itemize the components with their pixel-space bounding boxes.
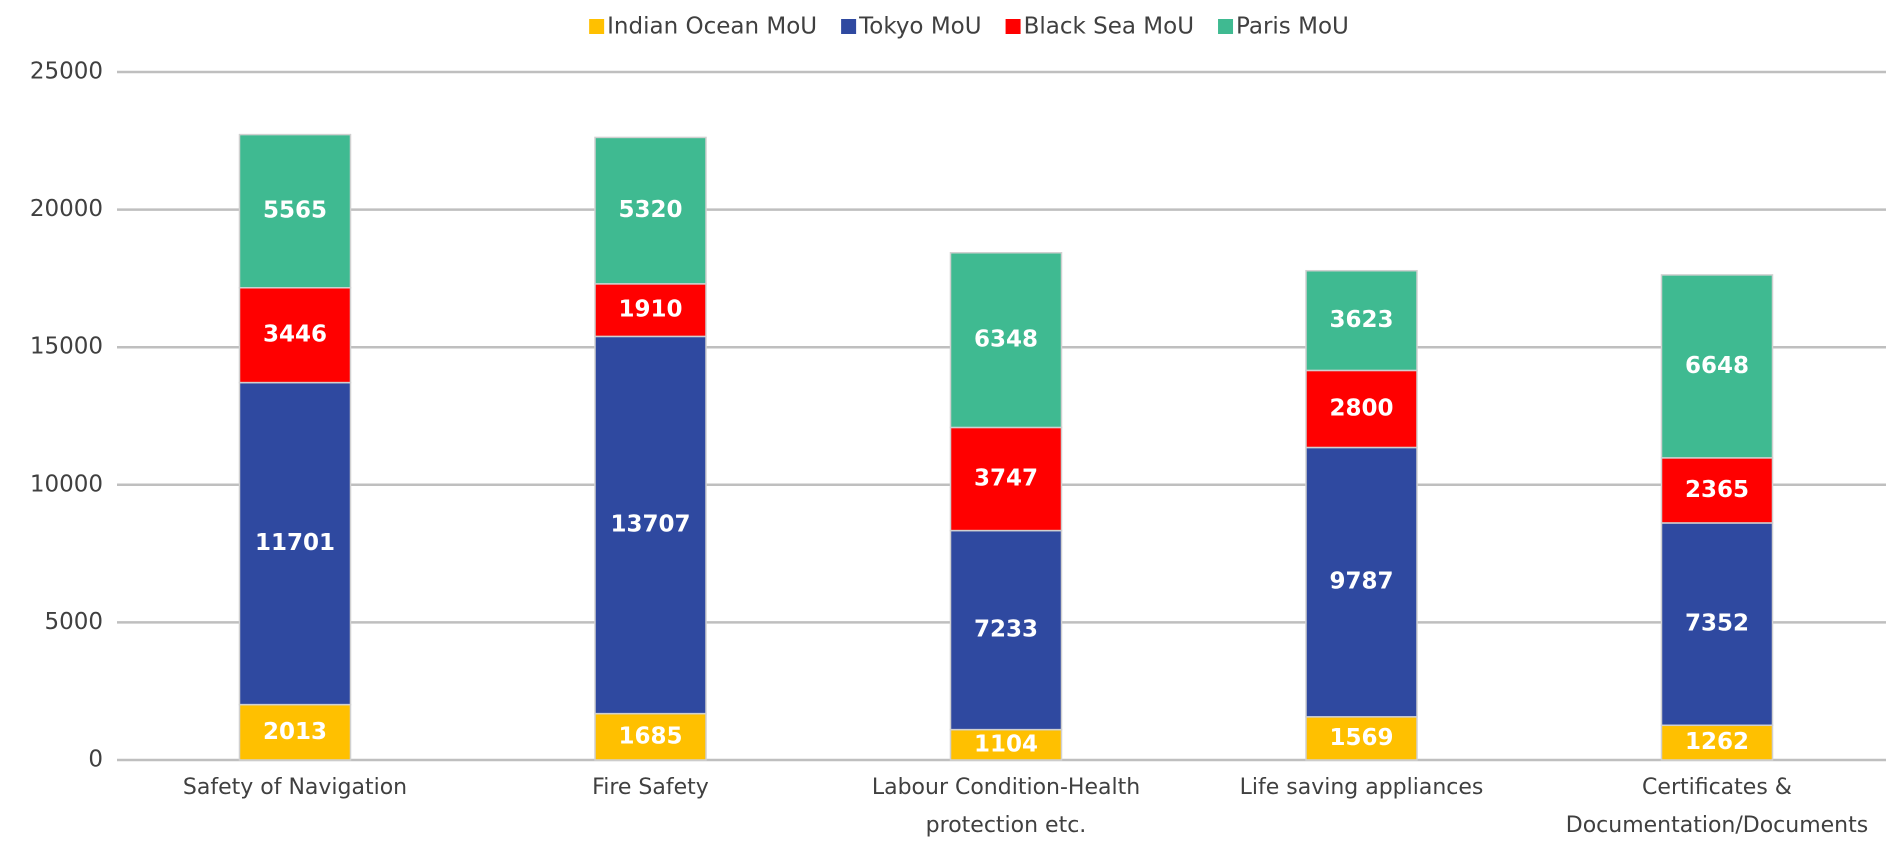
data-label: 2365	[1685, 477, 1749, 503]
y-tick-label: 0	[88, 747, 103, 773]
data-label: 1262	[1685, 729, 1749, 755]
data-label: 7233	[974, 617, 1038, 643]
data-label: 3747	[974, 466, 1038, 492]
data-label: 7352	[1685, 611, 1749, 637]
bar-segment	[238, 381, 352, 706]
legend-swatch	[1005, 19, 1021, 34]
bar-segment	[594, 283, 707, 338]
y-tick-label: 20000	[30, 196, 103, 222]
x-tick-label: Certificates & Documentation/Documents	[1565, 775, 1869, 838]
data-label: 1910	[618, 297, 682, 323]
bar-segment	[1305, 269, 1418, 372]
data-label: 13707	[610, 512, 690, 538]
bar-segment	[238, 703, 352, 761]
data-label: 5565	[263, 198, 327, 224]
legend-label: Indian Ocean MoU	[607, 14, 817, 40]
data-label: 1685	[618, 723, 682, 749]
x-tick-label: Labour Condition-Health protection etc.	[871, 775, 1141, 838]
y-tick-label: 10000	[30, 471, 103, 497]
data-label: 1569	[1329, 725, 1393, 751]
legend-label: Paris MoU	[1236, 14, 1349, 40]
legend-label: Tokyo MoU	[858, 14, 981, 40]
data-label: 2013	[263, 719, 327, 745]
data-label: 6648	[1685, 353, 1749, 379]
y-tick-label: 5000	[44, 609, 103, 635]
bar-segment	[949, 426, 1063, 532]
legend-swatch	[589, 19, 605, 34]
bar-segment	[594, 335, 707, 715]
data-label: 3623	[1329, 307, 1393, 333]
bar-segment	[594, 712, 707, 761]
bar-segment	[238, 287, 352, 384]
bar-segment	[238, 133, 352, 289]
legend-swatch	[841, 19, 857, 34]
bar-segment	[1660, 274, 1774, 459]
bar-segment	[1660, 457, 1774, 524]
bar-segment	[1305, 716, 1418, 761]
x-tick-label: Fire Safety	[592, 775, 709, 800]
data-label: 1104	[974, 731, 1038, 757]
bar-segment	[949, 252, 1063, 429]
data-label: 6348	[974, 327, 1038, 353]
bar-segment	[1305, 446, 1418, 718]
data-label: 5320	[618, 197, 682, 223]
x-tick-label: Life saving appliances	[1239, 775, 1484, 800]
data-label: 9787	[1329, 569, 1393, 595]
legend-label: Black Sea MoU	[1024, 14, 1194, 40]
bar-segment	[1305, 369, 1418, 449]
bar-segment	[949, 529, 1063, 731]
data-label: 11701	[255, 530, 335, 556]
data-label: 3446	[263, 322, 327, 348]
data-label: 2800	[1329, 395, 1393, 421]
legend-swatch	[1218, 19, 1234, 34]
x-tick-label: Safety of Navigation	[182, 775, 408, 800]
bar-segment	[594, 136, 707, 285]
y-tick-label: 25000	[30, 59, 103, 85]
y-tick-label: 15000	[30, 334, 103, 360]
